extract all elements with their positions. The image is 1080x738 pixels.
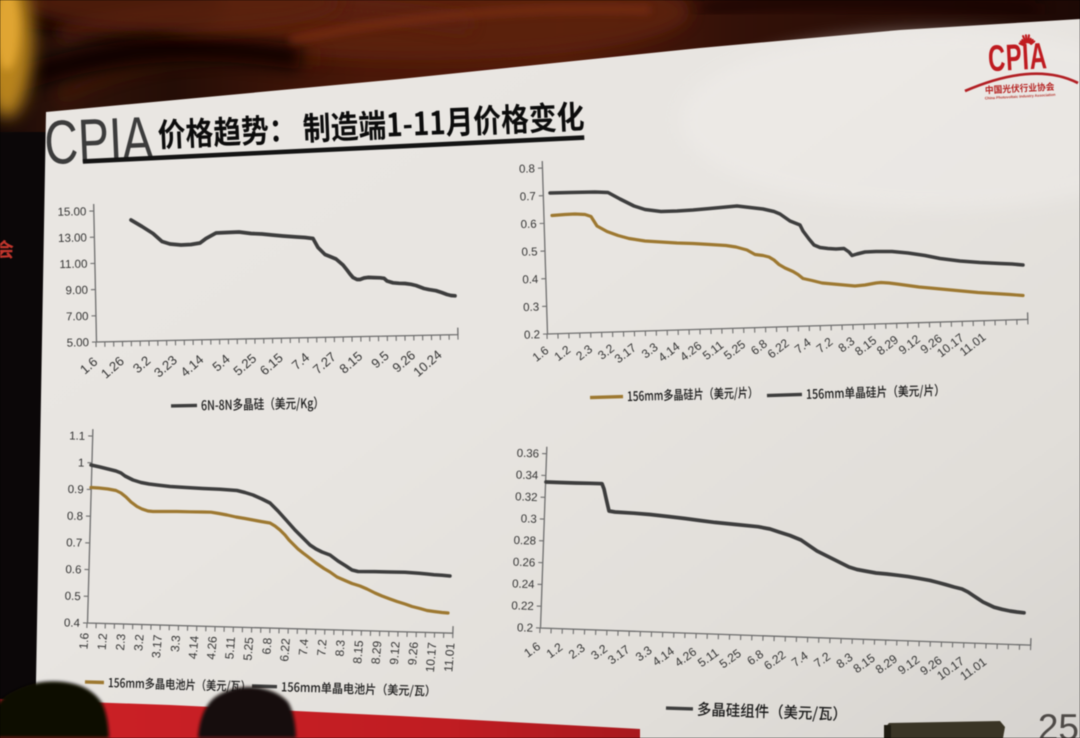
svg-text:0.8: 0.8: [519, 163, 535, 175]
svg-text:0.7: 0.7: [520, 191, 536, 203]
svg-text:0.36: 0.36: [516, 448, 539, 461]
svg-text:3.2: 3.2: [131, 633, 146, 651]
svg-text:2.3: 2.3: [113, 633, 128, 651]
svg-text:0.22: 0.22: [511, 600, 534, 613]
svg-text:5.00: 5.00: [67, 337, 90, 349]
svg-text:3.3: 3.3: [168, 634, 183, 652]
svg-text:25: 25: [1038, 707, 1079, 738]
svg-text:4.14: 4.14: [186, 635, 202, 660]
svg-text:0.5: 0.5: [65, 591, 81, 603]
svg-text:0.26: 0.26: [513, 557, 536, 570]
svg-text:0.5: 0.5: [521, 246, 537, 258]
svg-text:1.6: 1.6: [76, 632, 91, 650]
svg-text:7.4: 7.4: [296, 638, 311, 656]
svg-text:0.6: 0.6: [65, 564, 81, 576]
svg-text:0.3: 0.3: [521, 513, 537, 526]
svg-text:6.8: 6.8: [259, 637, 274, 655]
svg-text:0.28: 0.28: [513, 535, 536, 548]
svg-text:0.32: 0.32: [515, 491, 538, 504]
svg-text:10.17: 10.17: [423, 641, 439, 672]
svg-text:4.26: 4.26: [204, 635, 220, 660]
svg-text:9.12: 9.12: [387, 640, 403, 665]
svg-text:0.8: 0.8: [67, 511, 83, 523]
svg-text:11.00: 11.00: [59, 259, 87, 272]
svg-text:0.24: 0.24: [512, 578, 535, 591]
svg-text:5.11: 5.11: [222, 636, 238, 660]
svg-text:15.00: 15.00: [57, 206, 86, 219]
svg-text:5.25: 5.25: [241, 636, 257, 661]
svg-text:0.4: 0.4: [522, 274, 539, 286]
svg-text:1.1: 1.1: [69, 430, 85, 442]
svg-text:CPIA: CPIA: [987, 35, 1048, 80]
svg-text:CPIA: CPIA: [43, 103, 155, 178]
svg-text:0.34: 0.34: [516, 470, 539, 483]
svg-text:11.01: 11.01: [441, 642, 457, 672]
svg-text:0.9: 0.9: [68, 484, 84, 496]
svg-text:8.3: 8.3: [333, 639, 348, 657]
svg-text:8.29: 8.29: [369, 640, 385, 665]
svg-text:7.2: 7.2: [314, 638, 329, 656]
svg-text:1: 1: [78, 457, 85, 469]
svg-text:9.26: 9.26: [405, 641, 421, 666]
svg-text:0.2: 0.2: [524, 329, 540, 341]
svg-text:7.00: 7.00: [66, 311, 89, 323]
svg-text:0.4: 0.4: [64, 617, 81, 629]
svg-text:8.15: 8.15: [350, 639, 366, 664]
svg-text:0.7: 0.7: [66, 537, 82, 549]
svg-text:0.6: 0.6: [520, 219, 536, 231]
svg-text:0.3: 0.3: [523, 302, 539, 314]
svg-text:6.22: 6.22: [277, 637, 293, 662]
svg-text:1.2: 1.2: [95, 632, 110, 650]
svg-text:9.00: 9.00: [65, 285, 88, 297]
svg-text:0.2: 0.2: [517, 622, 533, 635]
svg-text:China Photovoltaic Industry As: China Photovoltaic Industry Association: [985, 93, 1057, 101]
svg-text:3.17: 3.17: [149, 634, 165, 659]
svg-text:13.00: 13.00: [58, 232, 87, 245]
